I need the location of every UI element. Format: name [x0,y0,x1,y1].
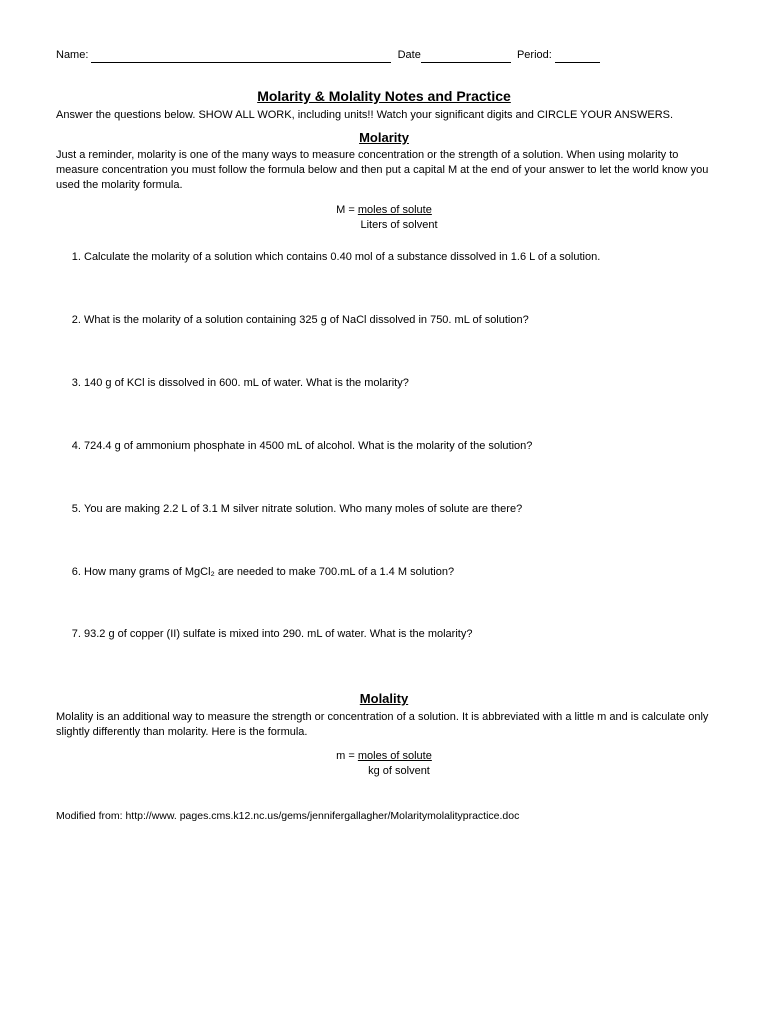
formula-denominator: Liters of solvent [360,219,437,231]
instructions-text: Answer the questions below. SHOW ALL WOR… [56,108,712,123]
question-item: 93.2 g of copper (II) sulfate is mixed i… [84,627,712,642]
molality-title: Molality [56,690,712,708]
formula-lhs: M = [336,204,358,216]
period-label: Period: [517,49,552,61]
question-item: How many grams of MgCl₂ are needed to ma… [84,565,712,580]
molarity-intro: Just a reminder, molarity is one of the … [56,148,712,193]
molality-formula: m = moles of solute kg of solvent [56,749,712,779]
name-label: Name: [56,49,88,61]
question-item: You are making 2.2 L of 3.1 M silver nit… [84,502,712,517]
question-item: 724.4 g of ammonium phosphate in 4500 mL… [84,439,712,454]
footer-citation: Modified from: http://www. pages.cms.k12… [56,809,712,823]
formula-numerator: moles of solute [358,204,432,216]
formula-numerator: moles of solute [358,750,432,762]
document-header: Name: Date Period: [56,48,712,63]
formula-denominator: kg of solvent [368,765,430,777]
date-blank [421,62,511,63]
date-label: Date [398,49,421,61]
molarity-formula: M = moles of solute Liters of solvent [56,203,712,233]
name-blank [91,62,391,63]
molarity-questions: Calculate the molarity of a solution whi… [84,250,712,642]
formula-lhs: m = [336,750,358,762]
question-item: What is the molarity of a solution conta… [84,313,712,328]
question-item: Calculate the molarity of a solution whi… [84,250,712,265]
period-blank [555,62,600,63]
molality-intro: Molality is an additional way to measure… [56,710,712,740]
page-title: Molarity & Molality Notes and Practice [56,87,712,106]
molarity-title: Molarity [56,129,712,147]
question-item: 140 g of KCl is dissolved in 600. mL of … [84,376,712,391]
